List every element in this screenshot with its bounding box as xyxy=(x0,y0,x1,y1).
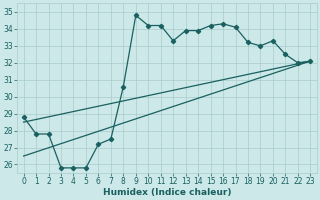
X-axis label: Humidex (Indice chaleur): Humidex (Indice chaleur) xyxy=(103,188,231,197)
